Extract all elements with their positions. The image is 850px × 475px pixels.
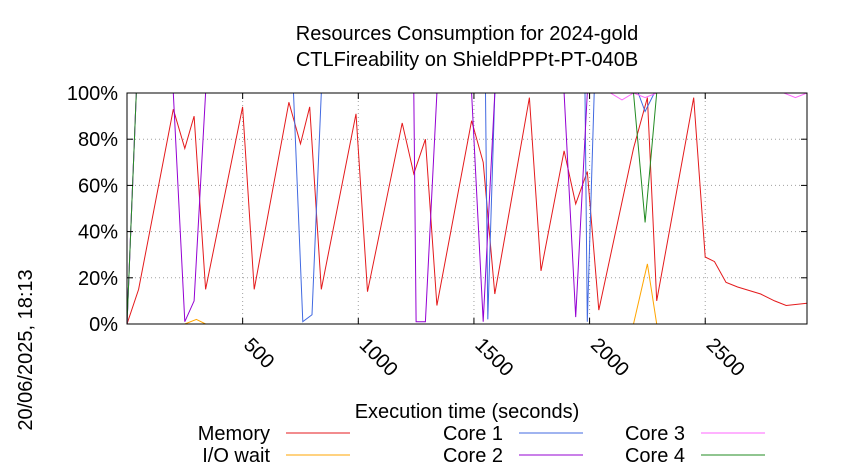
series-line-core-2 — [126, 92, 807, 325]
plot-frame — [126, 92, 808, 325]
y-tick-label: 20% — [78, 268, 118, 290]
series-line-core-1 — [126, 92, 807, 325]
legend-label-memory: Memory — [198, 423, 270, 445]
legend-label-core-4: Core 4 — [625, 445, 685, 467]
y-tick-label: 40% — [78, 222, 118, 244]
legend-label-core-2: Core 2 — [443, 445, 503, 467]
legend-label-core-3: Core 3 — [625, 423, 685, 445]
grid — [127, 93, 807, 324]
y-tick-label: 100% — [67, 83, 118, 105]
timestamp-label: 20/06/2025, 18:13 — [15, 269, 37, 430]
y-axis: 0% 20% 40% 60% 80% 100% — [67, 83, 807, 336]
series-line-memory — [126, 97, 808, 325]
x-tick-label: 1000 — [355, 334, 402, 381]
chart-subtitle: CTLFireability on ShieldPPPt-PT-040B — [296, 49, 638, 71]
x-axis-label: Execution time (seconds) — [355, 401, 580, 423]
chart-title: Resources Consumption for 2024-gold — [296, 23, 638, 45]
x-tick-label: 1500 — [470, 334, 517, 381]
y-tick-label: 80% — [78, 129, 118, 151]
y-tick-label: 0% — [89, 314, 118, 336]
x-tick-label: 500 — [239, 334, 278, 373]
legend-label-i-o-wait: I/O wait — [202, 445, 270, 467]
legend-label-core-1: Core 1 — [443, 423, 503, 445]
x-tick-label: 2000 — [586, 334, 633, 381]
y-tick-label: 60% — [78, 175, 118, 197]
x-tick-label: 2500 — [702, 334, 749, 381]
